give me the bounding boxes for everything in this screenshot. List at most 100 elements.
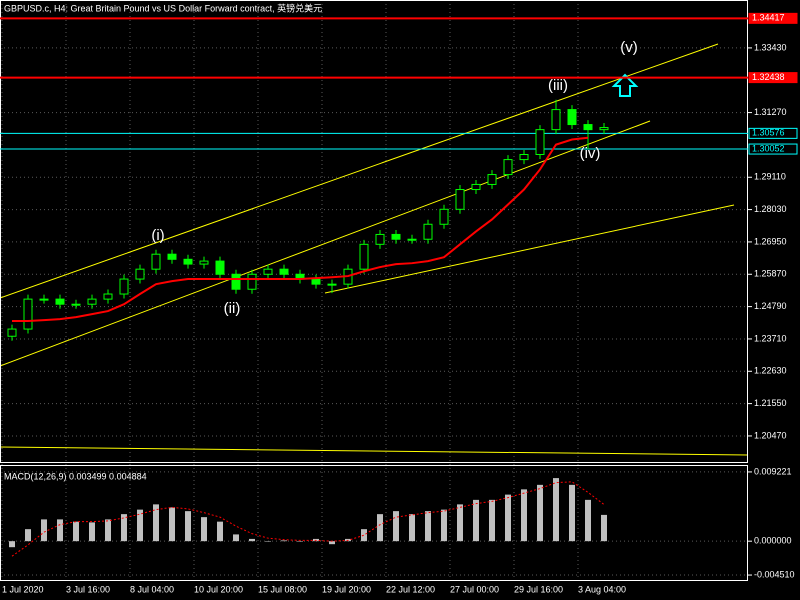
y-tick-label: 1.33430 [754,42,787,52]
candle-body [311,278,321,285]
candle-body [135,268,145,280]
macd-bar [377,514,383,542]
x-tick-label: 15 Jul 08:00 [258,584,307,594]
level-tag [748,127,798,139]
macd-bar [121,514,127,542]
y-tick-label: 1.22630 [754,366,787,376]
y-tick-label: 1.31270 [754,107,787,117]
macd-bar [249,538,255,542]
wave-label: (iv) [580,145,601,162]
candle-body [183,258,193,265]
y-tick-label: 0.009221 [754,466,792,476]
y-tick-label: 1.29110 [754,172,786,182]
trend-line [0,446,749,456]
plot [0,43,749,456]
wave-label: (i) [151,227,164,244]
main-frame [0,0,748,463]
trend-line [0,43,719,299]
macd-bar [25,529,31,542]
macd-bar [361,529,367,542]
macd-bar [409,514,415,542]
candle-body [535,129,545,155]
x-tick-label: 1 Jul 2020 [2,584,44,594]
macd-bar [329,541,335,545]
candle-body [167,253,177,260]
indicator-line [12,136,589,322]
level-label: 1.34417 [752,13,785,23]
macd-bar [569,484,575,542]
macd-bar [169,507,175,542]
x-tick-label: 29 Jul 16:00 [514,584,563,594]
level-tag [748,12,798,24]
x-tick-label: 19 Jul 20:00 [322,584,371,594]
macd-bar [41,519,47,542]
macd-bar [553,478,559,542]
x-tick-label: 27 Jul 00:00 [450,584,499,594]
macd-bar [457,504,463,542]
candle-body [583,124,593,131]
level-label: 1.30052 [752,143,785,153]
trend-line [324,204,735,294]
candle-body [519,153,529,161]
candle-body [599,127,609,131]
candle-body [71,303,81,306]
x-tick-label: 10 Jul 20:00 [194,584,243,594]
macd-bar [473,499,479,542]
candle-body [199,260,209,265]
y-tick-label: 1.23710 [754,333,787,343]
macd-bar [297,541,303,542]
level-tag [748,72,798,84]
trend-line [0,120,651,367]
macd-bar [89,522,95,542]
level-label: 1.30576 [752,128,785,138]
wave-label: (iii) [548,77,568,94]
macd-bar [9,541,15,548]
macd-bar [393,511,399,542]
candle-body [375,233,385,245]
grid [0,0,748,580]
x-tick-label: 3 Aug 04:00 [578,584,626,594]
candle-body [487,174,497,185]
macd-bar [217,521,223,542]
macd-bar [505,494,511,542]
level-tag [748,143,798,155]
y-tick-label: 1.26950 [754,236,787,246]
macd-bar [201,517,207,542]
candle-body [39,298,49,301]
macd-bar [521,489,527,542]
candle-body [423,223,433,240]
macd-bar [601,514,607,542]
wave-label: (ii) [224,300,241,317]
candle-body [119,278,129,295]
macd-bar [441,509,447,542]
macd-title: MACD(12,26,9) 0.003499 0.004884 [4,471,147,481]
candle-body [359,243,369,270]
candle-body [103,293,113,300]
candle-body [551,109,561,131]
wave-label: (v) [620,39,638,56]
level-label: 1.32438 [752,72,785,82]
candle-body [263,268,273,275]
candle-body [503,159,513,176]
arrow-up [611,73,639,97]
candle-body [279,268,289,275]
x-tick-label: 3 Jul 16:00 [66,584,110,594]
candle-body [391,233,401,240]
macd-bar [489,499,495,542]
y-tick-label: 1.28030 [754,204,787,214]
macd-frame [0,465,748,581]
macd-bar [105,519,111,542]
y-tick-label: 0.000000 [754,536,792,546]
candle-body [55,298,65,305]
candle-body [567,109,577,126]
candle-body [471,183,481,191]
y-tick-label: 1.25870 [754,269,787,279]
macd-bar [73,521,79,542]
candle-body [407,238,417,241]
candle-body [439,208,449,225]
macd-bar [137,509,143,542]
y-tick-label: -0.004510 [754,569,795,579]
candle-body [23,298,33,330]
